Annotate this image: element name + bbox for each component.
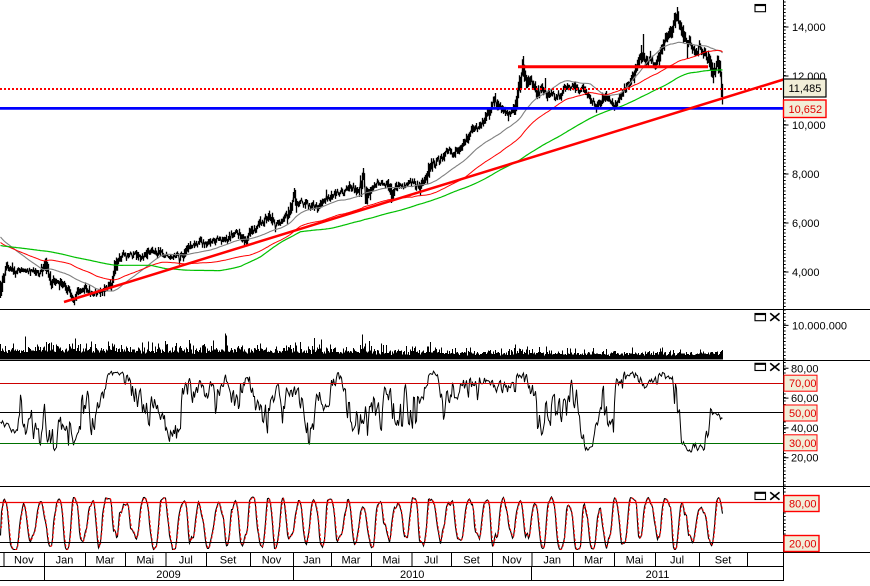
svg-text:Mar: Mar xyxy=(96,555,115,567)
svg-text:2011: 2011 xyxy=(646,569,670,581)
svg-text:2010: 2010 xyxy=(400,569,424,581)
svg-text:Mai: Mai xyxy=(382,555,400,567)
svg-text:20,00: 20,00 xyxy=(791,453,819,465)
svg-text:Jan: Jan xyxy=(303,555,321,567)
svg-text:Set: Set xyxy=(463,555,480,567)
svg-text:Jan: Jan xyxy=(56,555,74,567)
svg-text:Mar: Mar xyxy=(584,555,603,567)
svg-text:80,00: 80,00 xyxy=(789,499,817,511)
svg-text:60,00: 60,00 xyxy=(791,393,819,405)
svg-text:Set: Set xyxy=(220,555,237,567)
svg-text:10,652: 10,652 xyxy=(789,104,823,116)
svg-text:Jul: Jul xyxy=(179,555,193,567)
svg-text:50,00: 50,00 xyxy=(789,408,817,420)
svg-text:Mai: Mai xyxy=(626,555,644,567)
svg-text:Nov: Nov xyxy=(502,555,522,567)
svg-text:Jul: Jul xyxy=(424,555,438,567)
svg-text:8,000: 8,000 xyxy=(792,169,820,181)
svg-text:70,00: 70,00 xyxy=(789,378,817,390)
svg-text:4,000: 4,000 xyxy=(792,267,820,279)
svg-text:Mar: Mar xyxy=(342,555,361,567)
svg-text:80,00: 80,00 xyxy=(791,363,819,375)
svg-text:Nov: Nov xyxy=(262,555,282,567)
svg-text:Set: Set xyxy=(715,555,732,567)
svg-text:40,00: 40,00 xyxy=(791,423,819,435)
svg-text:6,000: 6,000 xyxy=(792,218,820,230)
svg-text:30,00: 30,00 xyxy=(789,438,817,450)
svg-text:11,485: 11,485 xyxy=(789,83,822,95)
svg-text:2009: 2009 xyxy=(156,569,180,581)
svg-text:10.000.000: 10.000.000 xyxy=(792,320,847,332)
svg-text:10,000: 10,000 xyxy=(792,120,826,132)
svg-text:Mai: Mai xyxy=(136,555,154,567)
svg-text:Nov: Nov xyxy=(14,555,34,567)
svg-text:20,00: 20,00 xyxy=(789,539,817,551)
svg-text:Jul: Jul xyxy=(670,555,684,567)
svg-text:Jan: Jan xyxy=(543,555,561,567)
svg-text:14,000: 14,000 xyxy=(792,22,826,34)
